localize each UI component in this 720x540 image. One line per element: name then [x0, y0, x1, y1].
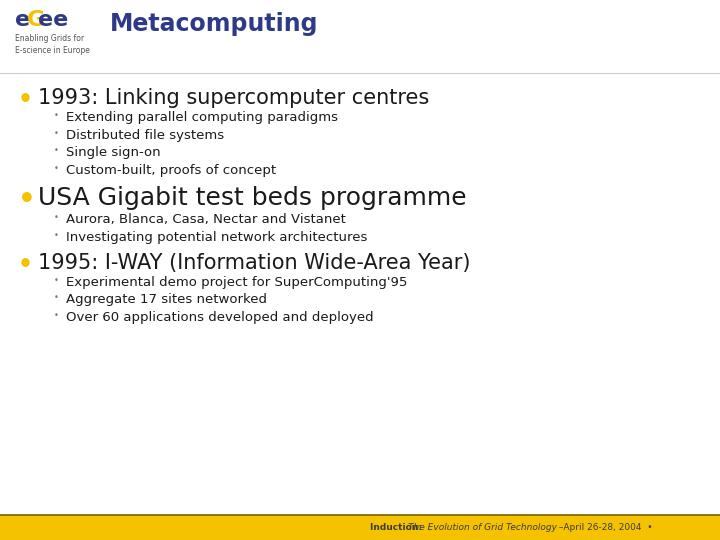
Text: G: G	[27, 10, 45, 30]
Text: USA Gigabit test beds programme: USA Gigabit test beds programme	[38, 186, 467, 210]
Text: Enabling Grids for
E-science in Europe: Enabling Grids for E-science in Europe	[15, 34, 90, 55]
Text: Aggregate 17 sites networked: Aggregate 17 sites networked	[66, 293, 267, 306]
Text: Aurora, Blanca, Casa, Nectar and Vistanet: Aurora, Blanca, Casa, Nectar and Vistane…	[66, 213, 346, 226]
Text: Extending parallel computing paradigms: Extending parallel computing paradigms	[66, 111, 338, 124]
Text: Experimental demo project for SuperComputing'95: Experimental demo project for SuperCompu…	[66, 276, 408, 289]
Text: •: •	[54, 213, 59, 222]
Text: •: •	[54, 293, 59, 302]
Text: Single sign-on: Single sign-on	[66, 146, 161, 159]
Text: 1993: Linking supercomputer centres: 1993: Linking supercomputer centres	[38, 88, 429, 108]
Text: 1995: I-WAY (Information Wide-Area Year): 1995: I-WAY (Information Wide-Area Year)	[38, 253, 470, 273]
Bar	[0, 515, 720, 540]
Text: Over 60 applications developed and deployed: Over 60 applications developed and deplo…	[66, 311, 374, 324]
Text: •: •	[54, 164, 59, 173]
Text: Custom-built, proofs of concept: Custom-built, proofs of concept	[66, 164, 276, 177]
Text: •: •	[54, 231, 59, 240]
Text: Distributed file systems: Distributed file systems	[66, 129, 224, 142]
Text: ee: ee	[38, 10, 68, 30]
Text: –April 26-28, 2004  •: –April 26-28, 2004 •	[556, 523, 652, 532]
Text: The Evolution of Grid Technology: The Evolution of Grid Technology	[408, 523, 557, 532]
Text: •: •	[18, 186, 36, 213]
Text: •: •	[54, 111, 59, 120]
Text: e: e	[15, 10, 30, 30]
Text: Induction:: Induction:	[370, 523, 425, 532]
Text: Investigating potential network architectures: Investigating potential network architec…	[66, 231, 367, 244]
Text: Metacomputing: Metacomputing	[110, 12, 318, 36]
Text: •: •	[54, 311, 59, 320]
Text: •: •	[18, 88, 33, 112]
Text: •: •	[54, 146, 59, 156]
Text: •: •	[54, 129, 59, 138]
Text: •: •	[54, 276, 59, 285]
Text: •: •	[18, 253, 33, 276]
